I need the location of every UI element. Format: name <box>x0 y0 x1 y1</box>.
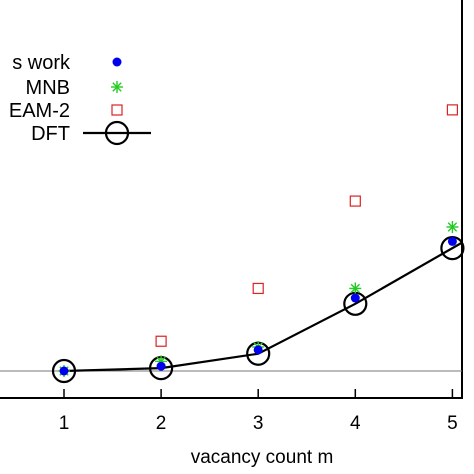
x-tick-label: 3 <box>253 413 264 434</box>
dft-point <box>51 358 77 384</box>
dft-line <box>63 241 463 373</box>
this-work-point <box>447 236 457 246</box>
x-tick-label: 2 <box>156 413 167 434</box>
x-tick-label: 4 <box>350 413 361 434</box>
x-tick-label: 1 <box>59 413 70 434</box>
legend-label-eam-2: EAM-2 <box>9 100 70 122</box>
eam-2-point <box>349 195 361 207</box>
mnb-point <box>446 221 459 233</box>
legend-marker-dft <box>104 120 130 146</box>
eam-2-point <box>155 335 167 347</box>
legend-marker-mnb <box>111 81 123 93</box>
plot-frame <box>0 0 463 399</box>
x-axis-label: vacancy count m <box>191 447 334 468</box>
plot-area: 1 2 3 4 5 <box>0 0 465 434</box>
x-tick-label: 5 <box>447 413 458 434</box>
legend-marker-this-work <box>112 57 122 67</box>
this-work-point <box>253 345 263 355</box>
legend-label-mnb: MNB <box>26 77 70 99</box>
mnb-point <box>349 282 362 295</box>
this-work-point <box>350 293 360 303</box>
legend-label-dft: DFT <box>31 123 70 145</box>
legend-marker-eam-2 <box>111 104 123 116</box>
legend-label-this-work: s work <box>12 52 71 74</box>
this-work-point <box>59 366 69 376</box>
eam-2-point <box>446 104 458 116</box>
eam-2-point <box>252 282 264 295</box>
this-work-point <box>156 361 166 371</box>
